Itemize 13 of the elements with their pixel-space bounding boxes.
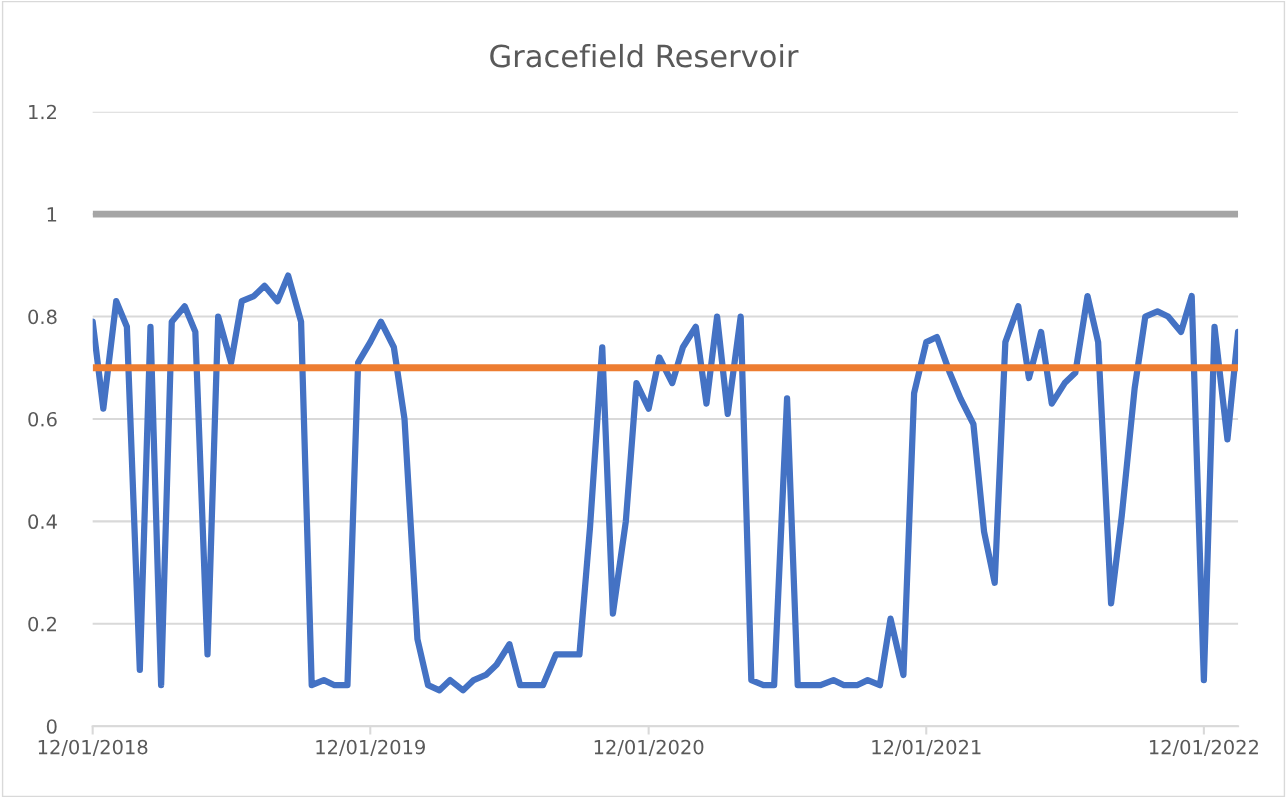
y-tick-label: 0.8	[28, 309, 57, 325]
y-tick-label: 0.4	[28, 514, 57, 530]
y-tick-label: 0.6	[28, 411, 57, 427]
x-tick-label: 12/01/2021	[872, 739, 981, 756]
x-tick-label: 12/01/2018	[38, 739, 148, 756]
x-tick-label: 12/01/2019	[316, 739, 425, 756]
y-tick-label: 0.2	[28, 616, 56, 632]
y-tick-label: 1	[47, 207, 57, 222]
x-tick-label: 12/01/2022	[1149, 739, 1258, 756]
y-tick-label: 1.2	[29, 104, 56, 120]
chart-title: Gracefield Reservoir	[490, 43, 799, 68]
x-tick-label: 12/01/2020	[594, 739, 704, 756]
y-tick-label: 0	[46, 719, 57, 734]
